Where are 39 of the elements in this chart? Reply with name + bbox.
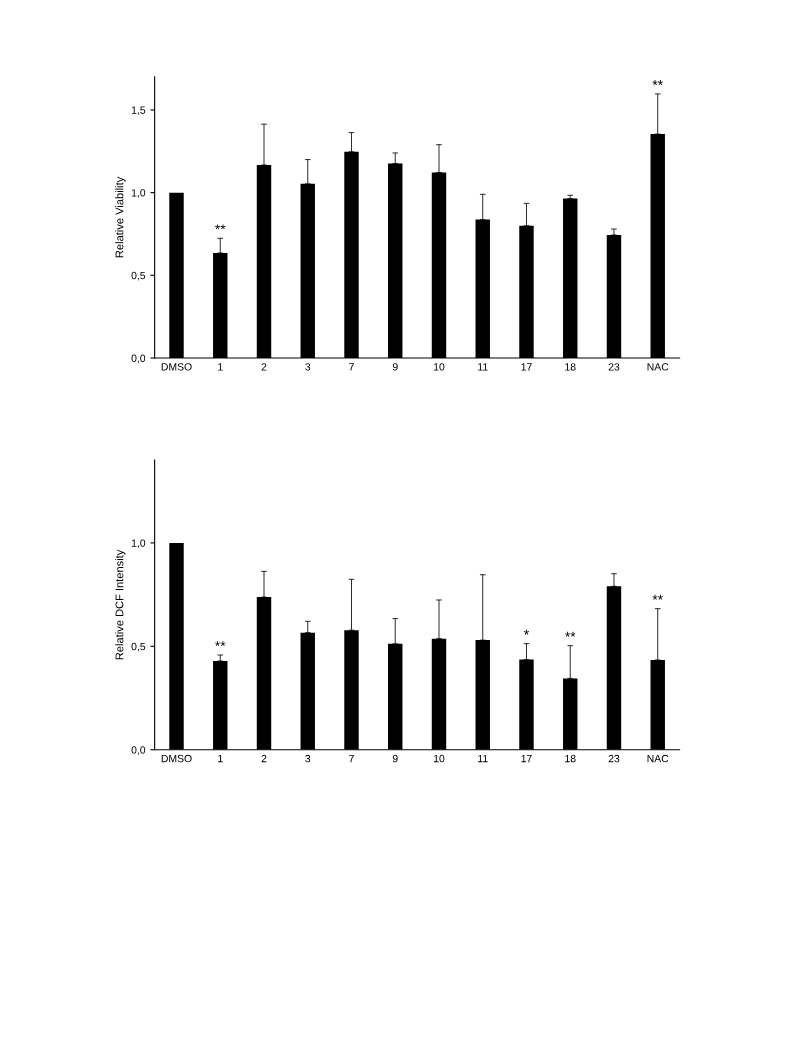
annotation: ** [565,631,576,637]
x-tick-label: 17 [521,754,532,763]
x-tick-label: 18 [565,754,576,763]
y-tick-label: 1,0 [131,539,146,548]
x-tick-label: 1 [218,754,223,763]
x-tick-label: 9 [392,754,398,763]
x-tick-label: 10 [433,754,445,763]
x-tick-label: 3 [305,754,311,763]
annotation: * [524,629,529,635]
y-tick-label: 1,5 [131,106,146,116]
annotation: ** [215,641,226,647]
x-tick-label: DMSO [161,754,192,763]
annotation: ** [652,594,663,600]
x-tick-label: 23 [608,363,620,371]
x-tick-label: 2 [261,363,267,371]
y-axis-title: Relative DCF Intensity [115,549,126,660]
x-tick-label: NAC [647,754,669,763]
x-tick-label: 2 [261,754,267,763]
x-tick-label: 23 [608,754,620,763]
x-tick-label: 11 [478,363,488,371]
y-tick-label: 1,0 [131,189,146,198]
y-tick-label: 0,0 [131,354,146,364]
x-tick-label: 10 [433,363,445,371]
y-tick-label: 0,5 [131,271,146,281]
y-tick-label: 0,0 [131,746,146,755]
x-tick-label: 17 [521,363,532,371]
y-axis-title: Relative Viability [115,176,126,258]
x-tick-label: 11 [478,754,488,763]
x-tick-label: DMSO [161,363,192,371]
x-tick-label: NAC [647,363,669,371]
x-tick-label: 18 [565,363,576,371]
x-tick-label: 1 [218,363,223,371]
x-tick-label: 7 [349,363,354,371]
x-tick-label: 9 [392,363,398,371]
annotation: ** [652,80,663,85]
y-tick-label: 0,5 [131,642,146,652]
x-tick-label: 3 [305,363,311,371]
annotation: ** [215,224,226,230]
x-tick-label: 7 [349,754,354,763]
